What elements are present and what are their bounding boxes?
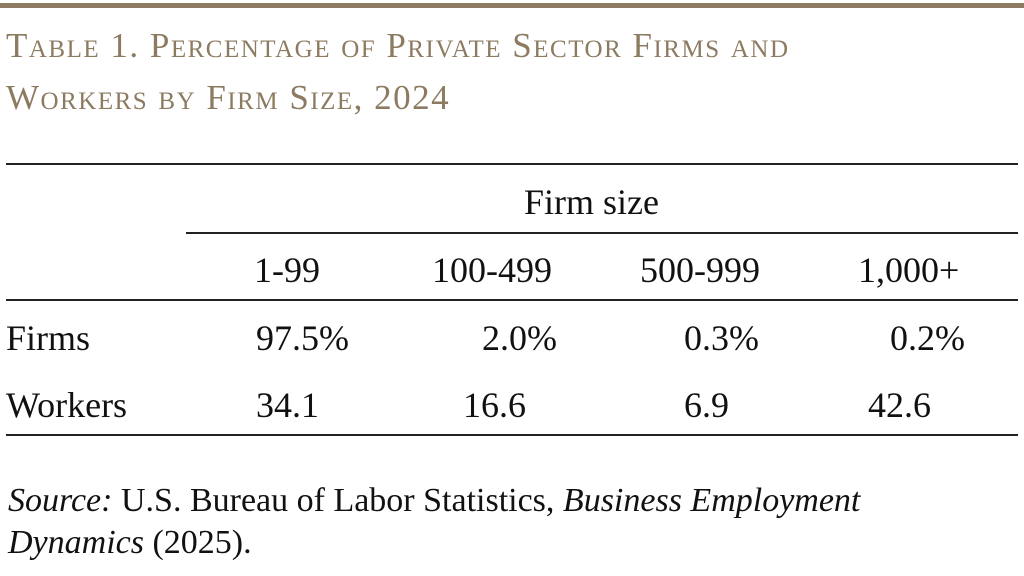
firms-1000-plus-value: 0.2% bbox=[890, 318, 965, 358]
source-note: Source: U.S. Bureau of Labor Statistics,… bbox=[8, 480, 860, 564]
table-bottom-rule bbox=[6, 434, 1018, 436]
source-line-1: Source: U.S. Bureau of Labor Statistics,… bbox=[8, 480, 860, 522]
firms-100-499-value: 2.0% bbox=[482, 318, 557, 358]
column-header-1000-plus: 1,000+ bbox=[858, 250, 960, 290]
source-label: Source: bbox=[8, 482, 113, 519]
spanner-underline bbox=[186, 232, 1018, 234]
workers-500-999-value: 6.9 bbox=[684, 385, 729, 425]
firms-1-99-value: 97.5% bbox=[256, 318, 349, 358]
column-header-500-999: 500-999 bbox=[640, 250, 760, 290]
source-line-2: Dynamics (2025). bbox=[8, 522, 860, 564]
workers-1-99-value: 34.1 bbox=[256, 385, 319, 425]
row-label-firms: Firms bbox=[6, 318, 91, 358]
table-title-line-1: Table 1. Percentage of Private Sector Fi… bbox=[6, 26, 790, 65]
source-publication-part-2: Dynamics bbox=[8, 524, 144, 561]
table-title: Table 1. Percentage of Private Sector Fi… bbox=[6, 20, 1006, 124]
top-accent-rule bbox=[0, 3, 1024, 8]
source-year-text: (2025). bbox=[143, 524, 252, 561]
row-label-workers: Workers bbox=[6, 385, 128, 425]
firm-size-spanner-heading: Firm size bbox=[524, 182, 659, 222]
table-title-line-2: Workers by Firm Size, 2024 bbox=[6, 78, 451, 117]
firms-500-999-value: 0.3% bbox=[684, 318, 759, 358]
table-top-rule bbox=[6, 163, 1018, 165]
source-agency-text: U.S. Bureau of Labor Statistics, bbox=[112, 482, 563, 519]
workers-100-499-value: 16.6 bbox=[463, 385, 526, 425]
workers-1000-plus-value: 42.6 bbox=[868, 385, 931, 425]
header-bottom-rule bbox=[6, 299, 1018, 301]
column-header-100-499: 100-499 bbox=[432, 250, 552, 290]
source-publication-part-1: Business Employment bbox=[562, 482, 861, 519]
column-header-1-99: 1-99 bbox=[254, 250, 320, 290]
